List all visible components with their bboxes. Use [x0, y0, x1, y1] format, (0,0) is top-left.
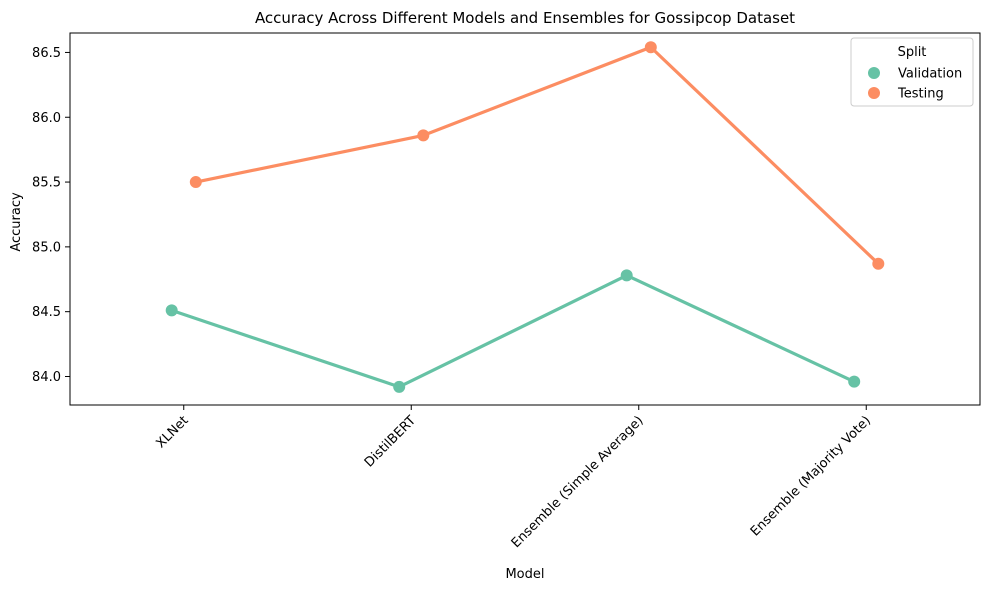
- legend: Split Validation Testing: [850, 37, 974, 107]
- legend-title: Split: [898, 45, 927, 60]
- x-tick-label: Ensemble (Majority Vote): [748, 413, 874, 539]
- chart-title: Accuracy Across Different Models and Ens…: [255, 9, 795, 27]
- legend-label-testing: Testing: [897, 87, 944, 102]
- legend-box: [850, 37, 974, 107]
- legend-marker-testing: [868, 87, 880, 99]
- y-axis-label: Accuracy: [9, 192, 24, 252]
- y-tick-label: 86.5: [32, 46, 61, 61]
- x-tick-label: Ensemble (Simple Average): [509, 413, 647, 551]
- x-axis-label: Model: [505, 567, 544, 582]
- plot-area: 84.0 84.5 85.0 85.5 86.0 86.5 XLNet DistilBERT E…: [32, 41, 885, 551]
- y-tick-label: 84.5: [32, 305, 61, 320]
- data-point-testing: [644, 41, 657, 54]
- data-point-testing: [417, 129, 430, 142]
- series-line-validation: [170, 273, 856, 389]
- data-point-testing: [189, 176, 202, 189]
- y-tick-label: 85.0: [32, 240, 61, 255]
- data-point-validation: [620, 269, 633, 282]
- y-tick-label: 86.0: [32, 111, 61, 126]
- legend-label-validation: Validation: [898, 67, 962, 82]
- data-point-validation: [393, 380, 406, 393]
- x-tick-label: XLNet: [153, 413, 191, 451]
- x-tick-label: DistilBERT: [362, 413, 419, 470]
- data-point-validation: [165, 304, 178, 317]
- legend-marker-validation: [868, 67, 880, 79]
- data-point-testing: [872, 257, 885, 270]
- data-point-validation: [848, 375, 861, 388]
- y-tick-label: 85.5: [32, 176, 61, 191]
- series-line-testing: [194, 45, 880, 266]
- plot-frame: [69, 32, 981, 406]
- y-tick-label: 84.0: [32, 370, 61, 385]
